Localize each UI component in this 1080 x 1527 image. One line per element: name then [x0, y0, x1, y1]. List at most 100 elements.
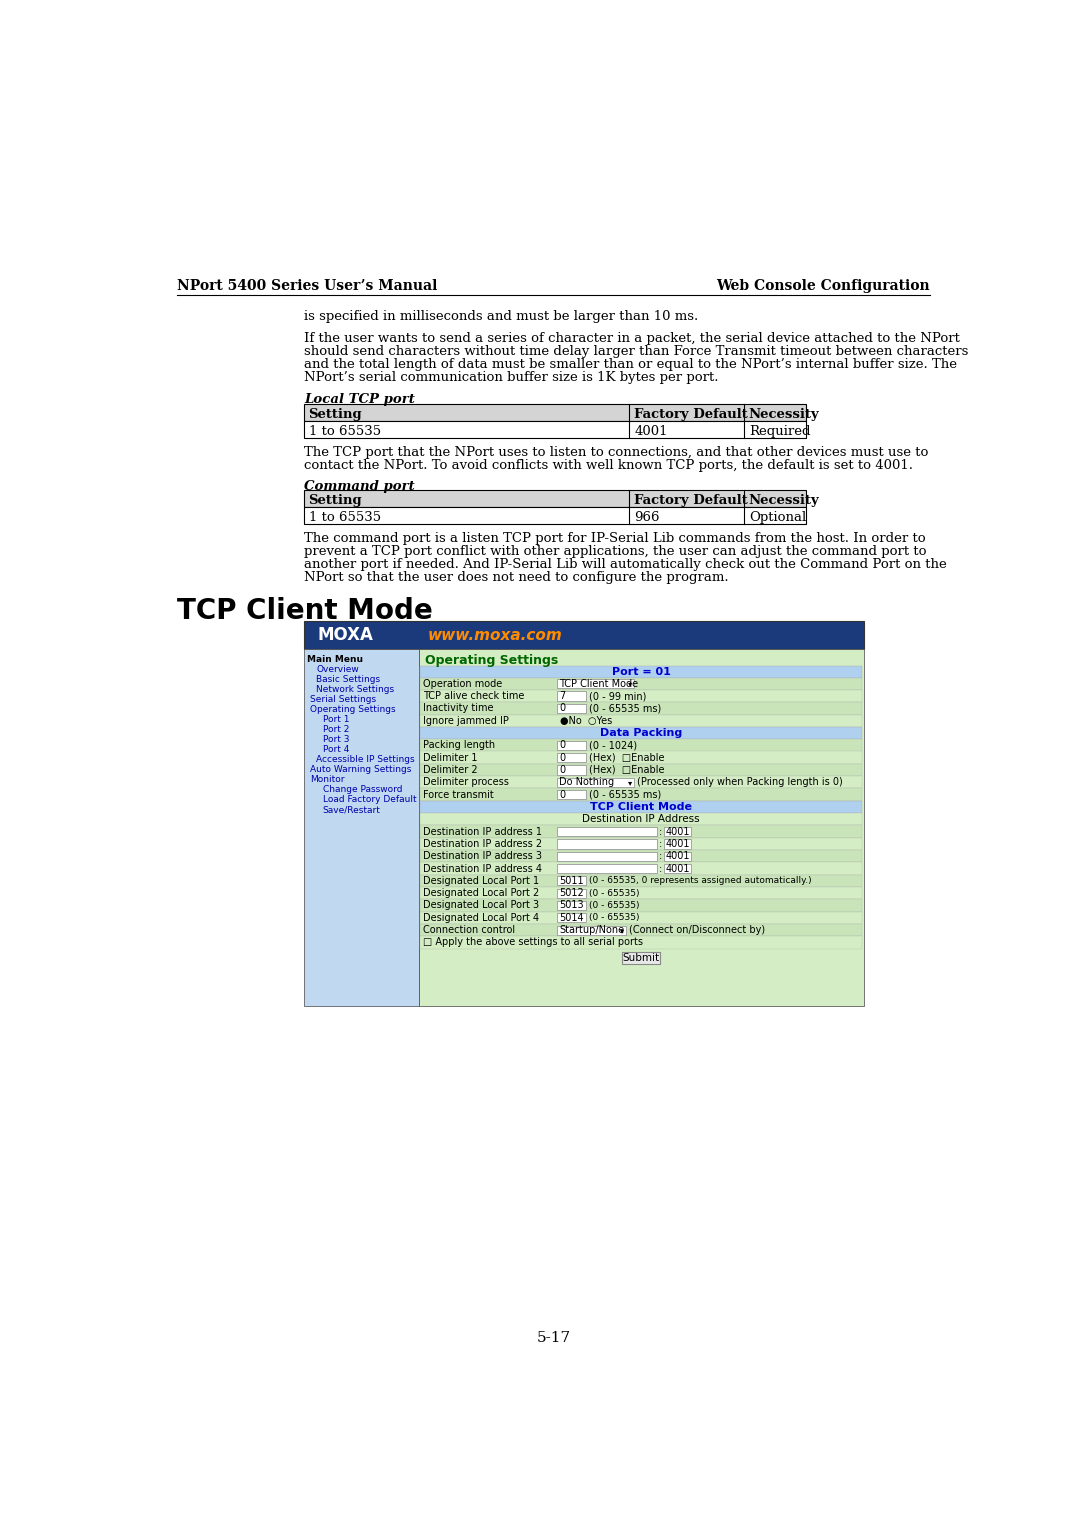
Bar	[420, 912, 862, 924]
Text: Do Nothing: Do Nothing	[559, 777, 615, 788]
Bar	[622, 951, 660, 964]
Text: Monitor: Monitor	[310, 776, 345, 785]
Bar	[420, 899, 862, 912]
Text: 4001: 4001	[666, 864, 690, 873]
Text: 0: 0	[559, 789, 565, 800]
Text: Port 1: Port 1	[323, 715, 349, 724]
Bar	[556, 789, 586, 799]
Bar	[420, 788, 862, 800]
Text: 5014: 5014	[559, 913, 583, 922]
Text: Setting: Setting	[309, 495, 362, 507]
Text: (0 - 65535): (0 - 65535)	[590, 901, 639, 910]
Bar	[556, 753, 586, 762]
Text: Designated Local Port 1: Designated Local Port 1	[423, 876, 539, 886]
Text: (0 - 99 min): (0 - 99 min)	[590, 692, 647, 701]
Text: Packing length: Packing length	[423, 741, 496, 750]
Text: Port 3: Port 3	[323, 736, 349, 744]
Text: Connection control: Connection control	[423, 925, 515, 935]
Text: (Hex)  □Enable: (Hex) □Enable	[590, 765, 664, 776]
Text: NPort’s serial communication buffer size is 1K bytes per port.: NPort’s serial communication buffer size…	[303, 371, 718, 385]
Text: Save/Restart: Save/Restart	[323, 805, 380, 814]
Bar	[420, 924, 862, 936]
Bar	[420, 887, 862, 899]
Text: contact the NPort. To avoid conflicts with well known TCP ports, the default is : contact the NPort. To avoid conflicts wi…	[303, 460, 913, 472]
Text: Basic Settings: Basic Settings	[316, 675, 380, 684]
Bar	[303, 405, 806, 421]
Bar	[556, 901, 586, 910]
Text: 7: 7	[559, 692, 565, 701]
Bar	[420, 812, 862, 826]
Text: (0 - 65535): (0 - 65535)	[590, 913, 639, 922]
Text: (0 - 65535 ms): (0 - 65535 ms)	[590, 789, 661, 800]
Text: Serial Settings: Serial Settings	[310, 695, 376, 704]
Bar	[303, 649, 419, 1006]
Text: 5011: 5011	[559, 876, 583, 886]
Text: TCP alive check time: TCP alive check time	[423, 692, 525, 701]
Bar	[420, 776, 862, 788]
Text: If the user wants to send a series of character in a packet, the serial device a: If the user wants to send a series of ch…	[303, 331, 960, 345]
Text: Designated Local Port 3: Designated Local Port 3	[423, 901, 539, 910]
Text: Data Packing: Data Packing	[600, 728, 683, 738]
Bar	[420, 678, 862, 690]
Text: 0: 0	[559, 753, 565, 762]
Text: Local TCP port: Local TCP port	[303, 394, 415, 406]
Bar	[556, 913, 586, 922]
Bar	[420, 875, 862, 887]
Text: Required: Required	[748, 425, 810, 438]
Bar	[556, 692, 586, 701]
Text: Operating Settings: Operating Settings	[310, 705, 395, 715]
Text: TCP Client Mode: TCP Client Mode	[177, 597, 433, 625]
Bar	[556, 876, 586, 886]
Text: ▾: ▾	[627, 777, 632, 786]
Text: Setting: Setting	[309, 408, 362, 421]
Text: Port = 01: Port = 01	[611, 667, 671, 676]
Text: Delimiter 1: Delimiter 1	[423, 753, 477, 762]
Bar	[420, 727, 862, 739]
Bar	[420, 838, 862, 851]
Bar	[420, 715, 862, 727]
Text: Necessity: Necessity	[748, 408, 820, 421]
Text: (Connect on/Disconnect by): (Connect on/Disconnect by)	[630, 925, 766, 935]
Bar	[663, 852, 691, 861]
Text: Submit: Submit	[622, 953, 660, 964]
Text: Delimiter process: Delimiter process	[423, 777, 509, 788]
Text: Factory Default: Factory Default	[634, 408, 747, 421]
Bar	[663, 840, 691, 849]
Text: :: :	[659, 826, 662, 837]
Text: Delimiter 2: Delimiter 2	[423, 765, 478, 776]
Bar	[420, 666, 862, 678]
Text: Designated Local Port 2: Designated Local Port 2	[423, 889, 540, 898]
Text: :: :	[659, 838, 662, 849]
Bar	[663, 864, 691, 873]
Bar	[556, 852, 658, 861]
Text: 5013: 5013	[559, 901, 583, 910]
Text: and the total length of data must be smaller than or equal to the NPort’s intern: and the total length of data must be sma…	[303, 357, 957, 371]
Text: Load Factory Default: Load Factory Default	[323, 796, 416, 805]
Text: Destination IP address 4: Destination IP address 4	[423, 864, 542, 873]
Text: Command port: Command port	[303, 479, 415, 493]
Bar	[420, 863, 862, 875]
Bar	[420, 751, 862, 764]
Text: ▾: ▾	[627, 680, 632, 689]
Text: 1 to 65535: 1 to 65535	[309, 512, 381, 524]
Text: Web Console Configuration: Web Console Configuration	[716, 279, 930, 293]
Text: Operating Settings: Operating Settings	[424, 654, 558, 667]
Text: Force transmit: Force transmit	[423, 789, 494, 800]
Bar	[556, 741, 586, 750]
Bar	[303, 421, 806, 438]
Text: TCP Client Mode: TCP Client Mode	[590, 802, 692, 812]
Bar	[663, 828, 691, 837]
Bar	[556, 840, 658, 849]
Text: Necessity: Necessity	[748, 495, 820, 507]
Text: (0 - 1024): (0 - 1024)	[590, 741, 637, 750]
Text: 4001: 4001	[634, 425, 667, 438]
Bar	[556, 765, 586, 774]
Text: Overview: Overview	[316, 666, 359, 675]
Text: 0: 0	[559, 704, 565, 713]
Text: Auto Warning Settings: Auto Warning Settings	[310, 765, 411, 774]
Text: Main Menu: Main Menu	[307, 655, 363, 664]
Bar	[420, 851, 862, 863]
Text: (0 - 65535): (0 - 65535)	[590, 889, 639, 898]
Bar	[556, 889, 586, 898]
Text: 1 to 65535: 1 to 65535	[309, 425, 381, 438]
